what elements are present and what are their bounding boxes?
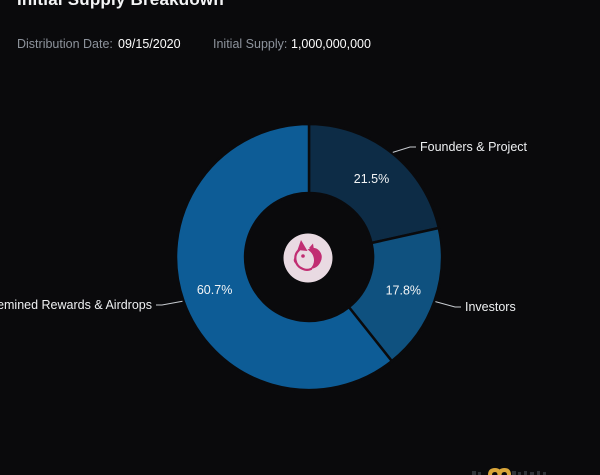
initial-supply-value: 1,000,000,000 bbox=[291, 37, 371, 51]
leader-line-founders-project bbox=[392, 146, 416, 153]
initial-supply-label: Initial Supply: bbox=[213, 37, 288, 51]
slice-pct-label-founders-project: 21.5% bbox=[354, 172, 389, 186]
slice-callout-label-founders-project: Founders & Project bbox=[420, 140, 528, 154]
leader-line-premined-rewards-airdrops bbox=[156, 300, 183, 306]
slice-pct-label-investors: 17.8% bbox=[386, 283, 421, 297]
slice-callout-label-investors: Investors bbox=[465, 300, 516, 314]
uniswap-unicorn-icon bbox=[283, 233, 333, 283]
pie-slice-investors[interactable] bbox=[347, 226, 444, 363]
page-title: Initial Supply Breakdown bbox=[17, 0, 224, 9]
slice-callout-label-premined-rewards-airdrops: Premined Rewards & Airdrops bbox=[0, 298, 152, 312]
leader-line-investors bbox=[435, 301, 461, 308]
distribution-date-value: 09/15/2020 bbox=[118, 37, 181, 51]
watermark-logo bbox=[472, 467, 546, 475]
pie-slice-premined-rewards-airdrops[interactable] bbox=[174, 122, 394, 392]
pie-slice-founders-project[interactable] bbox=[307, 122, 441, 245]
distribution-date-label: Distribution Date: bbox=[17, 37, 113, 51]
m-monogram-gold bbox=[488, 467, 511, 475]
slice-pct-label-premined-rewards-airdrops: 60.7% bbox=[197, 283, 232, 297]
